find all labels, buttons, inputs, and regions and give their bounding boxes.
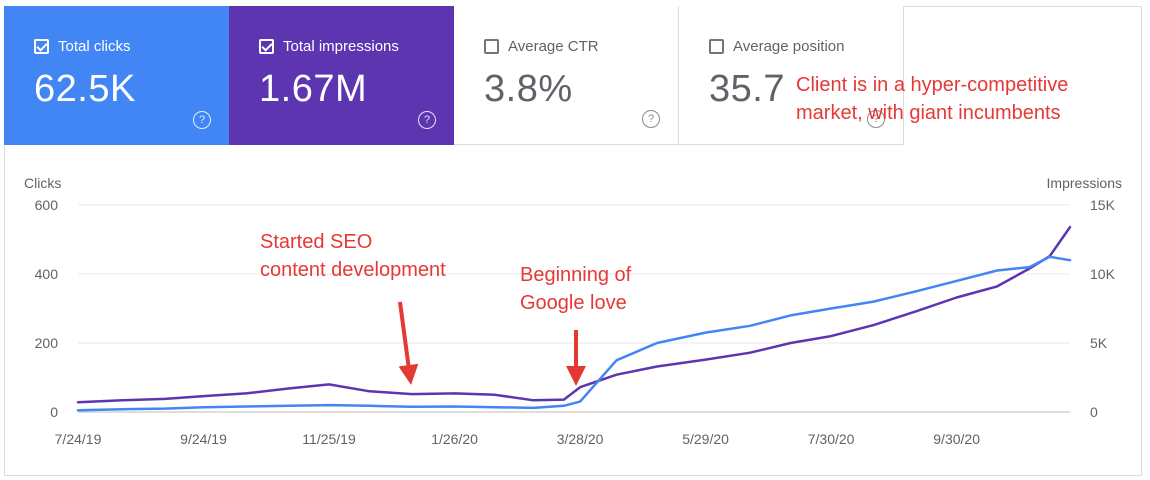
seo-arrow	[398, 301, 419, 385]
metric-value: 62.5K	[34, 68, 136, 110]
metric-cards: Total clicks 62.5K ? Total impressions 1…	[4, 6, 904, 145]
metric-value: 35.7	[709, 68, 785, 110]
metric-label: Total impressions	[283, 37, 399, 55]
annotation-line: Started SEO	[260, 231, 373, 253]
left-tick-label: 600	[35, 197, 59, 213]
left-tick-label: 0	[50, 404, 58, 420]
left-tick-label: 200	[35, 335, 59, 351]
market-annotation: Client is in a hyper-competitive market,…	[796, 71, 1068, 127]
x-tick-label: 11/25/19	[302, 431, 356, 447]
metric-label: Total clicks	[58, 37, 131, 55]
metric-card-total-clicks[interactable]: Total clicks 62.5K ?	[4, 6, 229, 145]
annotation-line: market, with giant incumbents	[796, 102, 1061, 124]
right-tick-label: 15K	[1090, 197, 1116, 213]
right-tick-label: 5K	[1090, 335, 1108, 351]
checkbox-unchecked-icon[interactable]	[484, 38, 499, 54]
x-tick-label: 7/24/19	[55, 431, 102, 447]
x-tick-label: 5/29/20	[682, 431, 729, 447]
annotation-line: content development	[260, 259, 446, 281]
left-axis-title: Clicks	[24, 175, 61, 191]
x-tick-label: 7/30/20	[808, 431, 855, 447]
metric-card-average-position[interactable]: Average position 35.7 ?	[679, 6, 904, 145]
checkbox-unchecked-icon[interactable]	[709, 38, 724, 54]
left-tick-label: 400	[35, 266, 59, 282]
annotation-line: Beginning of	[520, 264, 632, 286]
metric-label: Average position	[733, 37, 845, 55]
x-tick-label: 9/30/20	[933, 431, 980, 447]
checkbox-checked-icon[interactable]	[34, 38, 49, 54]
x-tick-label: 9/24/19	[180, 431, 227, 447]
annotation-line: Client is in a hyper-competitive	[796, 74, 1069, 96]
metric-card-average-ctr[interactable]: Average CTR 3.8% ?	[454, 6, 679, 145]
x-tick-label: 1/26/20	[431, 431, 478, 447]
right-tick-label: 10K	[1090, 266, 1116, 282]
x-tick-label: 3/28/20	[557, 431, 604, 447]
metric-card-total-impressions[interactable]: Total impressions 1.67M ?	[229, 6, 454, 145]
right-axis-title: Impressions	[1047, 175, 1122, 191]
series-line-clicks	[76, 255, 1072, 412]
help-circle-icon[interactable]: ?	[193, 111, 211, 129]
series-line-impressions	[76, 225, 1072, 404]
metric-label: Average CTR	[508, 37, 599, 55]
metric-value: 1.67M	[259, 68, 368, 110]
google-annotation: Beginning of Google love	[520, 261, 631, 317]
help-circle-icon[interactable]: ?	[418, 111, 436, 129]
help-circle-icon[interactable]: ?	[867, 110, 885, 128]
help-circle-icon[interactable]: ?	[642, 110, 660, 128]
seo-annotation: Started SEO content development	[260, 228, 446, 284]
annotation-line: Google love	[520, 292, 627, 314]
metric-value: 3.8%	[484, 68, 573, 110]
checkbox-checked-icon[interactable]	[259, 38, 274, 54]
right-tick-label: 0	[1090, 404, 1098, 420]
